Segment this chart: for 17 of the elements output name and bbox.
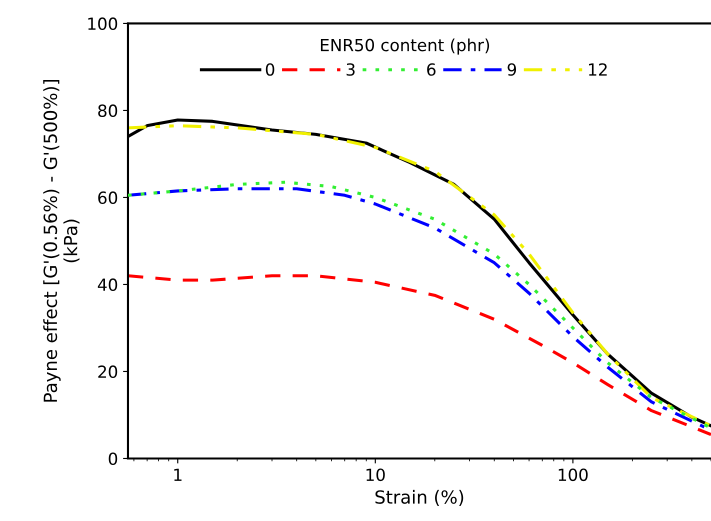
x-tick-label: 1 <box>174 468 182 481</box>
y-tick-label: 80 <box>98 104 118 118</box>
x-tick-label: 100 <box>558 468 588 482</box>
legend-label: 9 <box>508 63 516 76</box>
y-tick-label: 0 <box>108 452 118 466</box>
y-tick-label: 100 <box>88 17 118 30</box>
legend-label: 12 <box>589 63 607 76</box>
y-tick-label: 40 <box>98 278 118 292</box>
y-tick-label: 60 <box>98 191 118 204</box>
legend-label: 6 <box>427 63 436 76</box>
y-axis-title: Payne effect [G'(0.56%) - G'(500%)] (kPa) <box>43 80 80 402</box>
legend-label: 3 <box>346 63 355 76</box>
x-tick-label: 10 <box>366 468 385 482</box>
x-axis-title: Strain (%) <box>375 490 464 506</box>
legend-label: 0 <box>266 63 274 76</box>
y-tick-label: 20 <box>98 365 118 378</box>
legend-title: ENR50 content (phr) <box>320 38 490 55</box>
